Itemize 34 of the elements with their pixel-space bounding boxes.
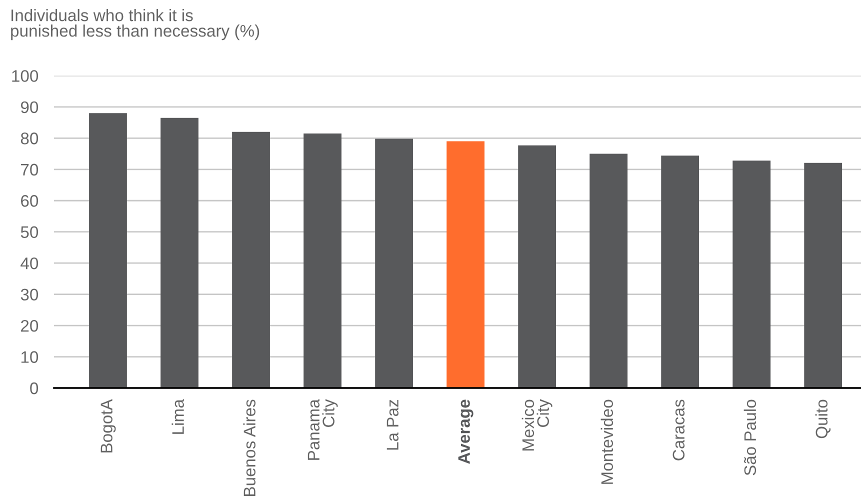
x-tick-label: Buenos Aires (243, 400, 256, 496)
bar (232, 132, 270, 388)
x-tick-label: São Paulo (744, 400, 756, 476)
y-tick-label: 50 (20, 226, 38, 238)
bar (590, 154, 628, 388)
bar (661, 156, 700, 388)
y-tick-label: 10 (21, 351, 38, 363)
y-axis-title: Individuals who think it is punished less than necessary (%) (11, 9, 260, 40)
bar (732, 160, 771, 388)
y-tick-label: 70 (21, 164, 38, 176)
x-tick-label: Panama City (308, 399, 338, 460)
x-tick-label: La Paz (386, 400, 399, 450)
x-tick-label: Quito (815, 400, 831, 438)
x-tick-label: Montevideo (600, 400, 614, 484)
bar (89, 113, 127, 388)
y-tick-label: 30 (20, 288, 38, 301)
bar (375, 138, 413, 388)
y-tick-label: 0 (30, 382, 38, 394)
y-tick-label: 100 (12, 70, 38, 82)
x-tick-label: BogotA (100, 399, 116, 452)
bar (446, 141, 484, 388)
y-tick-label: 90 (20, 101, 38, 114)
bar (304, 133, 342, 388)
bar (518, 145, 556, 388)
bar (160, 118, 198, 388)
bar (804, 162, 842, 388)
y-tick-label: 60 (21, 195, 38, 207)
x-tick-label: Caracas (672, 400, 685, 460)
x-tick-label: Average (458, 400, 474, 464)
y-tick-label: 40 (20, 257, 38, 270)
x-tick-label: Lima (172, 399, 184, 434)
y-tick-label: 80 (20, 132, 38, 144)
y-tick-label: 20 (21, 320, 38, 332)
x-tick-label: Mexico City (522, 399, 552, 451)
